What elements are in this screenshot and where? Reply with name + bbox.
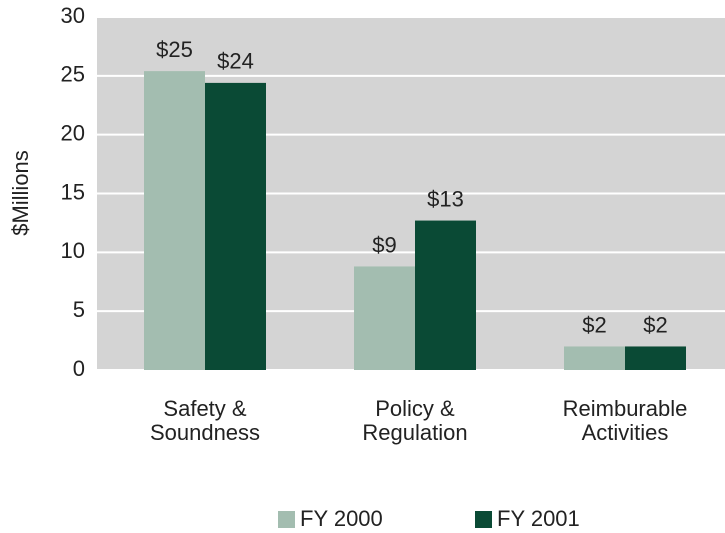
y-tick-label: 30 bbox=[61, 3, 85, 28]
x-tick-label: Reimburable Activities bbox=[563, 396, 688, 445]
y-tick-label: 15 bbox=[61, 179, 85, 204]
data-label: $2 bbox=[643, 312, 667, 337]
bar bbox=[415, 220, 476, 370]
data-label: $25 bbox=[156, 37, 193, 62]
legend-swatch bbox=[475, 511, 492, 528]
y-tick-label: 20 bbox=[61, 120, 85, 145]
y-tick-label: 25 bbox=[61, 62, 85, 87]
bar bbox=[144, 71, 205, 371]
y-tick-label: 10 bbox=[61, 238, 85, 263]
y-tick-label: 5 bbox=[73, 297, 85, 322]
data-label: $2 bbox=[582, 312, 606, 337]
data-label: $9 bbox=[372, 232, 396, 257]
legend-label: FY 2000 bbox=[300, 506, 383, 531]
legend-swatch bbox=[278, 511, 295, 528]
x-tick-label: Policy & Regulation bbox=[362, 396, 467, 445]
bar bbox=[564, 346, 625, 370]
legend-label: FY 2001 bbox=[497, 506, 580, 531]
data-label: $13 bbox=[427, 186, 464, 211]
bar bbox=[205, 82, 266, 370]
y-tick-label: 0 bbox=[73, 356, 85, 381]
data-label: $24 bbox=[217, 49, 254, 74]
bar bbox=[354, 266, 415, 370]
bar bbox=[625, 346, 686, 370]
y-axis-label: $Millions bbox=[8, 150, 33, 236]
x-tick-label: Safety & Soundness bbox=[150, 396, 260, 445]
